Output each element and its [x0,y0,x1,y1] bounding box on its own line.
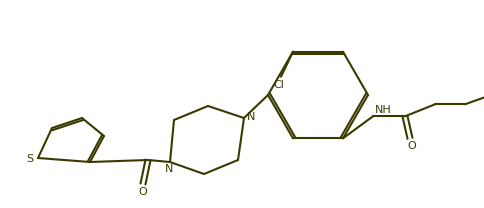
Text: S: S [27,154,33,164]
Text: O: O [138,187,147,197]
Text: O: O [407,141,416,151]
Text: Cl: Cl [273,80,284,90]
Text: N: N [246,112,255,122]
Text: N: N [165,164,173,174]
Text: NH: NH [374,105,391,115]
